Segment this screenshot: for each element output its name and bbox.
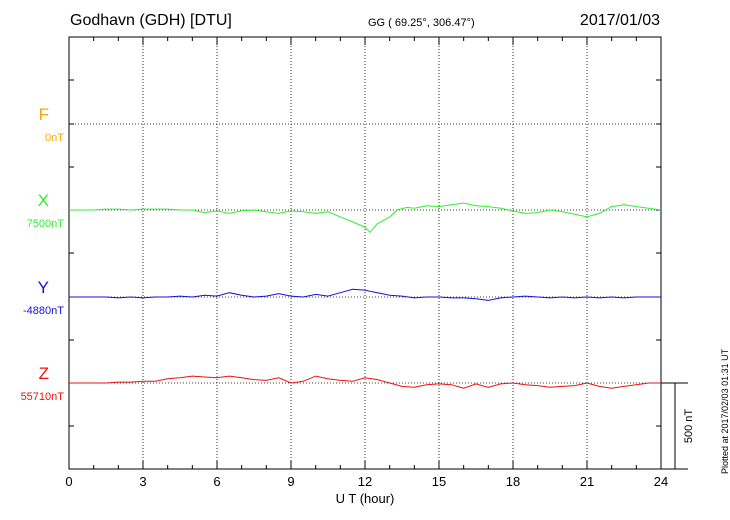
x-tick-label: 3 [139,474,146,489]
x-tick-label: 9 [287,474,294,489]
series-y [69,288,661,301]
series-x [69,202,662,234]
x-tick-label: 15 [432,474,446,489]
channel-label-f: F [39,105,49,124]
channel-baseline-label-f: 0nT [45,132,64,144]
channel-label-x: X [38,191,49,210]
x-tick-label: 18 [506,474,520,489]
x-tick-label: 0 [65,474,72,489]
channel-label-y: Y [38,278,49,297]
x-axis-label: U T (hour) [336,491,395,506]
station-title: Godhavn (GDH) [DTU] [70,12,232,29]
scale-bar-label: 500 nT [683,409,695,444]
x-tick-label: 6 [213,474,220,489]
channel-label-z: Z [39,364,49,383]
station-coordinates: GG ( 69.25°, 306.47°) [368,17,475,29]
x-tick-label: 12 [358,474,372,489]
channel-baseline-label-x: 7500nT [27,218,65,230]
x-tick-label: 24 [654,474,668,489]
chart-date: 2017/01/03 [579,12,660,29]
series-z [69,375,661,389]
x-tick-label: 21 [580,474,594,489]
plotted-timestamp: Plotted at 2017/02/03 01:31 UT [720,348,730,474]
channel-baseline-label-z: 55710nT [21,391,65,403]
channel-baseline-label-y: -4880nT [23,305,64,317]
